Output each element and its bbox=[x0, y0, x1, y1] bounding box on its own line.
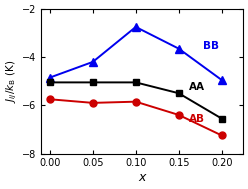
Text: AA: AA bbox=[189, 82, 205, 92]
X-axis label: x: x bbox=[139, 171, 146, 184]
Y-axis label: $J_{ij}/k_{\mathrm{B}}$ (K): $J_{ij}/k_{\mathrm{B}}$ (K) bbox=[5, 60, 19, 103]
Text: BB: BB bbox=[203, 41, 219, 51]
Text: AB: AB bbox=[189, 114, 205, 124]
